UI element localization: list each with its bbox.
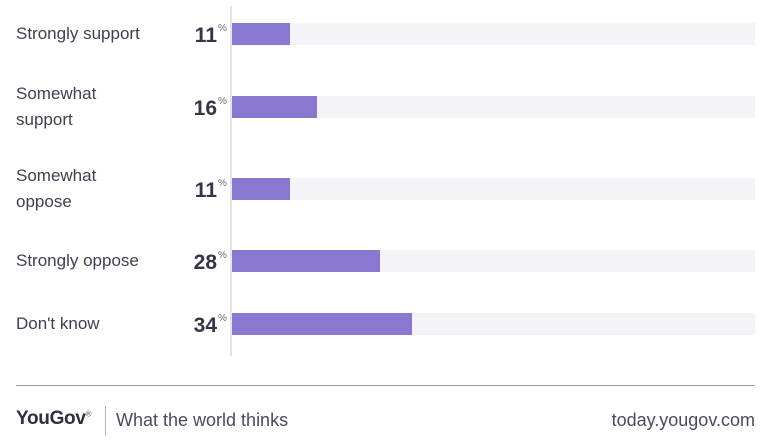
bar: [232, 250, 380, 272]
brand-divider: [105, 406, 106, 436]
value-label: 34: [194, 314, 218, 337]
bar-track: [232, 23, 755, 45]
value-percent-sign: %: [218, 178, 227, 189]
bar-track: [232, 96, 755, 118]
value-label: 11: [195, 179, 218, 202]
footer: YouGov® What the world thinks today.youg…: [16, 404, 755, 440]
tagline: What the world thinks: [116, 410, 289, 430]
category-label: Somewhat oppose: [16, 166, 97, 211]
brand-registered-mark: ®: [85, 409, 92, 419]
yougov-logo: YouGov®: [16, 408, 92, 430]
bar-chart: Strongly support Somewhat support Somewhat o…: [16, 6, 755, 356]
category-label: Don't know: [16, 314, 100, 333]
category-label: Strongly oppose: [16, 251, 139, 270]
brand-name: YouGov: [16, 408, 86, 429]
bar: [232, 96, 317, 118]
value-label: 28: [194, 251, 218, 274]
value-percent-sign: %: [218, 313, 227, 324]
bar: [232, 23, 290, 45]
bar: [232, 313, 412, 335]
site-url: today.yougov.com: [611, 410, 755, 430]
value-label: 11: [195, 24, 218, 47]
category-label: Somewhat support: [16, 84, 97, 129]
bar: [232, 178, 290, 200]
value-percent-sign: %: [218, 23, 227, 34]
bar-track: [232, 178, 755, 200]
value-percent-sign: %: [218, 96, 227, 107]
footer-divider: [16, 385, 755, 386]
value-label: 16: [194, 97, 217, 120]
value-percent-sign: %: [218, 250, 227, 261]
category-label: Strongly support: [16, 24, 140, 43]
